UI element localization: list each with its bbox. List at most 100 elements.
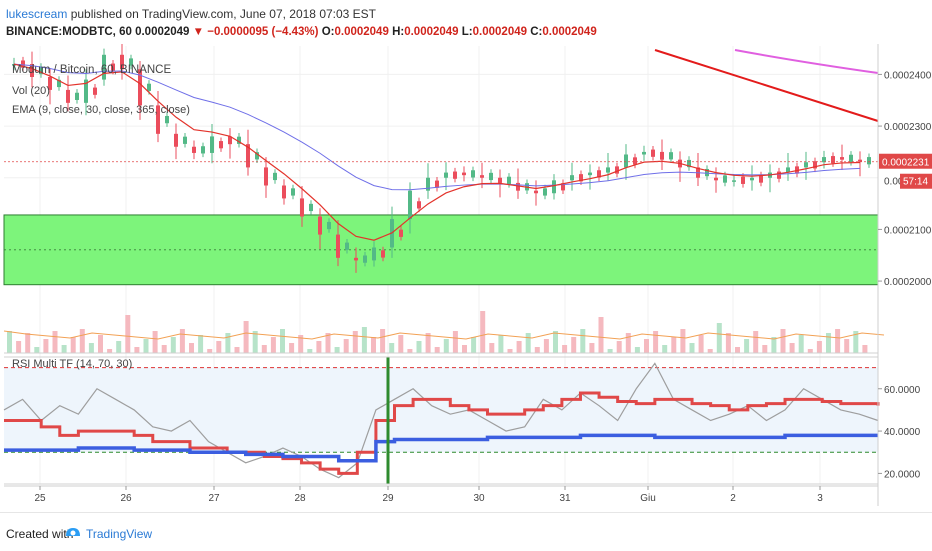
candle-body — [84, 79, 88, 103]
low-label: L: — [461, 26, 473, 38]
partial-tick-label: 0.00 — [884, 177, 904, 188]
candle-body — [30, 64, 34, 77]
candle-body — [102, 54, 106, 80]
price-pane[interactable] — [3, 44, 885, 484]
candle-body — [354, 257, 358, 261]
chart-canvas[interactable]: 0.0002400 0.0002300 0.0002100 0.0002000 0.00… — [0, 44, 932, 512]
tradingview-brand[interactable]: TradingView — [86, 527, 153, 541]
price-tick-label: 0.0002300 — [884, 122, 932, 133]
volume-bar — [562, 345, 568, 353]
volume-bar — [61, 345, 67, 353]
candle-body — [66, 89, 70, 103]
rsi-htf-line — [4, 391, 880, 475]
time-tick-label: 27 — [208, 493, 220, 504]
candle-body — [498, 177, 502, 183]
volume-bar — [79, 329, 85, 353]
volume-bar — [735, 347, 740, 353]
volume-bar — [325, 333, 331, 353]
candle-body — [660, 151, 664, 160]
candle-body — [408, 190, 412, 220]
candle-body — [759, 175, 763, 183]
candle-body — [597, 170, 601, 178]
price-tick-label: 0.0002000 — [884, 277, 932, 288]
volume-bar — [88, 343, 94, 353]
candle-body — [192, 146, 196, 153]
candle-body — [300, 198, 304, 217]
symbol-label[interactable]: BINANCE:MODBTC, 60 — [6, 26, 132, 38]
volume-bar — [198, 335, 204, 353]
rsi-pane[interactable] — [3, 356, 880, 485]
volume-bar — [489, 343, 495, 353]
candle-body — [138, 69, 142, 106]
author-link[interactable]: lukescream — [6, 7, 68, 21]
price-badge — [879, 153, 932, 169]
candle-body — [291, 188, 295, 196]
volume-bar — [480, 311, 486, 353]
volume-bar — [170, 337, 176, 353]
candle-body — [741, 176, 745, 184]
volume-bar — [107, 349, 113, 353]
volume-bar — [189, 343, 194, 353]
volume-bar — [671, 337, 677, 353]
candle-body — [453, 171, 457, 179]
volume-bar — [707, 349, 713, 353]
ohlc-line: BINANCE:MODBTC, 60 0.0002049 ▼ −0.000009… — [6, 26, 597, 38]
volume-bar — [452, 331, 458, 353]
volume-bar — [298, 335, 304, 353]
volume-bar — [580, 329, 586, 353]
tradingview-logo-icon — [66, 528, 80, 536]
volume-bar — [7, 331, 12, 353]
countdown-value: 57:14 — [903, 177, 928, 188]
volume-bar — [725, 333, 731, 353]
candle-body — [489, 172, 493, 181]
trendline-red — [654, 49, 879, 122]
candle-body — [606, 167, 610, 173]
candle-body — [309, 203, 313, 212]
candle-body — [732, 180, 736, 182]
volume-bar — [698, 335, 704, 353]
candle-body — [705, 168, 709, 177]
last-price: 0.0002049 — [135, 26, 190, 38]
time-tick-label: 31 — [559, 493, 571, 504]
volume-bar — [862, 345, 868, 353]
volume-bar — [25, 333, 31, 353]
volume-bar — [634, 347, 640, 353]
footer: Created with TradingView — [0, 512, 932, 551]
volume-bar — [753, 331, 759, 353]
candle-body — [786, 167, 790, 173]
candle-body — [264, 167, 268, 186]
low-value: 0.0002049 — [472, 26, 528, 38]
volume-bar — [589, 343, 595, 353]
candle-body — [561, 183, 565, 191]
axes: 0.0002400 0.0002300 0.0002100 0.0002000 0.00… — [4, 44, 932, 506]
candle-body — [399, 229, 403, 237]
candle-body — [444, 172, 448, 178]
volume-bar — [516, 341, 522, 353]
volume-bar — [716, 323, 722, 353]
candle-body — [21, 60, 25, 68]
publish-line: lukescream published on TradingView.com,… — [6, 7, 376, 21]
volume-bar — [553, 331, 558, 353]
time-tick-label: 30 — [473, 493, 485, 504]
volume-bar — [443, 339, 449, 353]
candle-body — [363, 255, 367, 263]
volume-bar — [789, 343, 795, 353]
volume-bar — [34, 347, 40, 353]
volume-bar — [316, 341, 322, 353]
volume-bar — [543, 339, 549, 353]
volume-bar — [207, 349, 213, 353]
volume-bar — [798, 335, 804, 353]
candle-body — [147, 83, 151, 91]
volume-bar — [289, 343, 295, 353]
volume-bar — [644, 339, 649, 353]
candle-body — [633, 157, 637, 165]
countdown-badge — [900, 173, 932, 189]
price-tick-label: 0.0002100 — [884, 225, 932, 236]
candle-body — [813, 161, 817, 169]
candle-body — [651, 149, 655, 157]
candle-body — [570, 175, 574, 181]
candle-body — [669, 152, 673, 160]
candle-body — [219, 141, 223, 149]
volume-bar — [835, 329, 841, 353]
candle-body — [246, 144, 250, 168]
